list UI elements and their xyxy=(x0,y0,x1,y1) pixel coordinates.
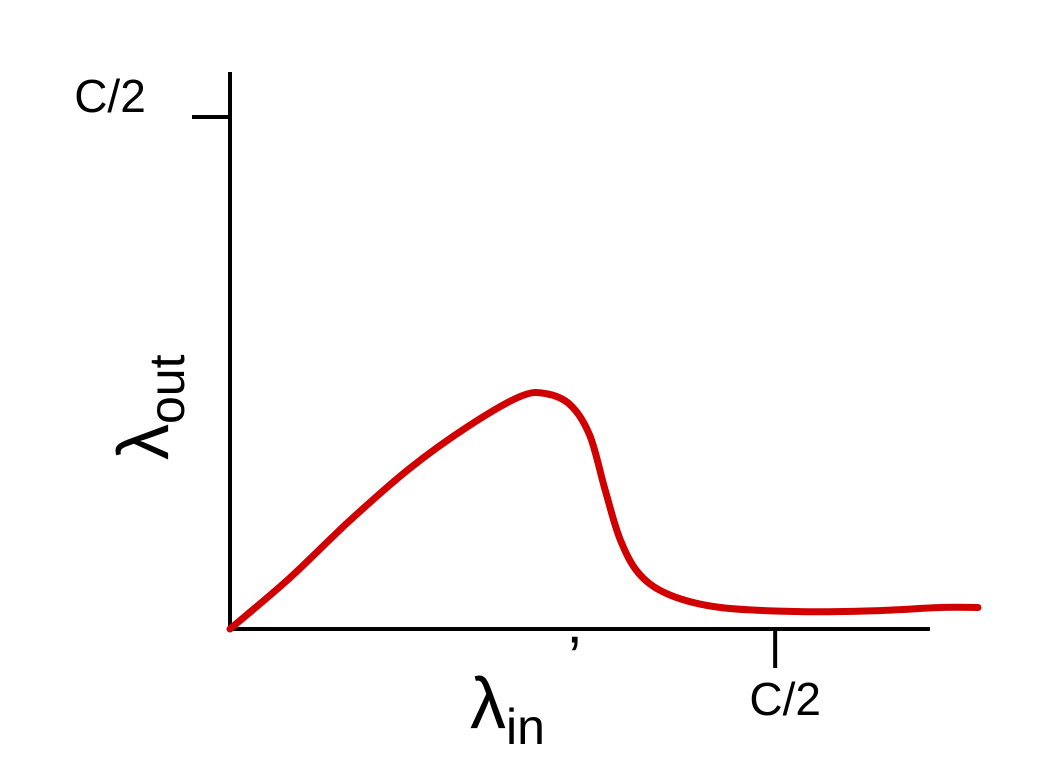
x-label-suffix: ’ xyxy=(568,624,581,691)
x-label-symbol: λ xyxy=(470,664,506,744)
y-tick-label: C/2 xyxy=(74,70,146,122)
y-axis-label: λout xyxy=(104,354,195,460)
x-tick-label: C/2 xyxy=(749,673,821,725)
data-line xyxy=(226,388,982,633)
y-label-symbol: λ xyxy=(104,424,184,460)
x-axis-label: λin xyxy=(470,664,545,755)
x-label-subscript: in xyxy=(506,699,545,755)
y-label-subscript: out xyxy=(139,354,195,424)
